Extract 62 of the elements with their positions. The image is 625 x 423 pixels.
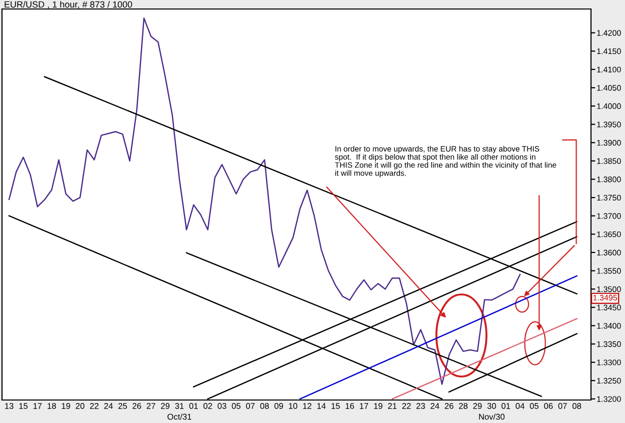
y-tick-label: 1.3900 <box>597 140 621 146</box>
x-tick-label: 24 <box>430 403 440 409</box>
text: 1.3495 <box>593 294 618 300</box>
x-tick-label: 03 <box>218 403 226 409</box>
x-tick-label: 22 <box>402 403 411 409</box>
x-tick-label: 16 <box>346 403 354 409</box>
x-tick-label: 12 <box>303 403 312 409</box>
x-tick-label: 14 <box>317 403 326 409</box>
x-tick-label: 17 <box>360 403 368 409</box>
x-tick-label: 07 <box>558 403 567 409</box>
x-tick-label: 25 <box>118 403 127 409</box>
x-tick-label: 09 <box>274 403 283 409</box>
y-tick-label: 1.4200 <box>597 30 621 36</box>
x-tick-label: 19 <box>62 403 70 409</box>
x-tick-label: 01 <box>502 403 510 409</box>
x-tick-label: 07 <box>246 403 255 409</box>
y-tick-label: 1.4100 <box>597 66 621 72</box>
x-tick-label: 22 <box>90 403 98 409</box>
x-tick-label: 26 <box>132 403 142 409</box>
x-tick-label: 29 <box>161 403 170 409</box>
y-tick-label: 1.3550 <box>597 268 621 274</box>
y-tick-label: 1.3750 <box>597 194 621 201</box>
y-tick-label: 1.3450 <box>597 304 621 310</box>
x-tick-label: 02 <box>203 403 212 409</box>
x-tick-label: 26 <box>444 403 454 409</box>
y-tick-label: 1.3700 <box>597 213 621 219</box>
x-tick-label: 21 <box>388 403 397 409</box>
y-tick-label: 1.3800 <box>597 176 621 182</box>
x-tick-label: 27 <box>146 403 156 409</box>
y-tick-label: 1.3200 <box>597 396 621 402</box>
y-tick-label: 1.3600 <box>597 250 621 256</box>
y-tick-label: 1.4050 <box>597 85 621 91</box>
x-tick-label: 05 <box>530 403 539 409</box>
y-tick-label: 1.3350 <box>597 341 621 347</box>
y-tick-label: 1.3650 <box>597 231 621 238</box>
x-tick-label: 18 <box>48 403 56 409</box>
x-tick-label: 20 <box>76 403 84 409</box>
x-tick-label: 01 <box>189 403 198 409</box>
x-tick-label: 29 <box>473 403 482 409</box>
y-tick-label: 1.4000 <box>597 103 621 110</box>
x-tick-label: 17 <box>33 403 42 409</box>
y-tick-label: 1.4150 <box>597 48 621 54</box>
x-tick-label: 06 <box>544 403 553 409</box>
x-tick-label: 15 <box>19 403 28 409</box>
y-tick-label: 1.3850 <box>597 158 621 164</box>
x-tick-label: 24 <box>104 403 113 409</box>
chart-title: EUR/USD , 1 hour, # 873 / 1000 <box>4 1 132 9</box>
x-tick-label: 08 <box>260 403 269 409</box>
x-tick-label: 04 <box>516 403 524 409</box>
y-tick-label: 1.3250 <box>597 378 621 384</box>
x-tick-label: 10 <box>288 403 298 409</box>
x-tick-label: 28 <box>459 403 468 409</box>
y-tick-label: 1.3300 <box>597 360 621 366</box>
y-tick-label: 1.3950 <box>597 122 621 128</box>
x-tick-label: 23 <box>416 403 425 409</box>
x-tick-label: 08 <box>572 403 582 409</box>
y-tick-label: 1.3500 <box>597 286 621 292</box>
x-tick-label: 19 <box>374 403 382 409</box>
x-tick-label: 05 <box>232 403 240 409</box>
y-tick-label: 1.3400 <box>597 322 621 329</box>
x-tick-label: 15 <box>332 403 340 409</box>
x-tick-label: 13 <box>5 403 14 409</box>
